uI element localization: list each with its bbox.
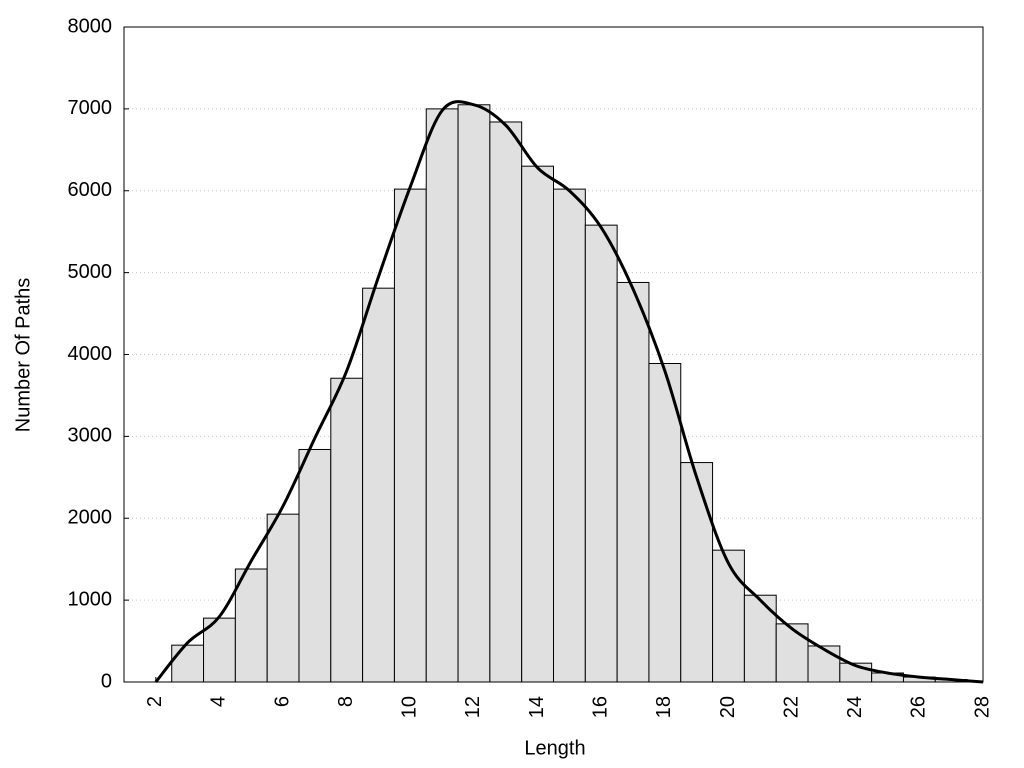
x-tick-label: 28	[971, 696, 993, 718]
y-tick-label: 5000	[68, 261, 113, 283]
x-tick-label: 8	[335, 696, 357, 707]
x-axis-label: Length	[524, 737, 585, 759]
bar	[171, 644, 205, 683]
bar	[584, 224, 618, 683]
x-tick-label: 10	[399, 696, 421, 718]
x-tick-label: 18	[653, 696, 675, 718]
bar	[362, 287, 395, 683]
y-tick-label: 2000	[68, 507, 113, 529]
bar	[234, 568, 268, 683]
bar	[616, 281, 650, 683]
density-line	[154, 100, 984, 684]
plot-frame	[123, 26, 984, 683]
y-tick-label: 4000	[68, 343, 113, 365]
y-tick-label: 6000	[68, 179, 113, 201]
bar	[807, 645, 841, 683]
x-tick-label: 2	[144, 696, 166, 707]
bar	[648, 363, 682, 683]
y-tick-label: 3000	[68, 425, 113, 447]
x-tick-label: 12	[462, 696, 484, 718]
bar	[489, 121, 523, 683]
x-tick-label: 4	[208, 696, 230, 707]
x-tick-label: 24	[844, 696, 866, 718]
bar	[553, 188, 586, 683]
bar	[298, 448, 332, 683]
bar	[203, 617, 236, 683]
y-axis-label: Number Of Paths	[12, 278, 34, 433]
x-tick-label: 16	[590, 696, 612, 718]
bar	[521, 165, 554, 683]
x-tick-label: 14	[526, 696, 548, 718]
x-tick-label: 20	[717, 696, 739, 718]
bar	[457, 104, 491, 683]
x-tick-label: 6	[271, 696, 293, 707]
x-tick-label: 26	[908, 696, 930, 718]
y-tick-label: 7000	[68, 97, 113, 119]
y-tick-label: 1000	[68, 588, 113, 610]
bar	[680, 462, 714, 683]
y-tick-label: 8000	[68, 15, 113, 37]
bar	[775, 623, 809, 683]
bar	[393, 188, 427, 683]
bar	[712, 549, 745, 683]
bar	[266, 513, 300, 683]
bar	[743, 594, 777, 683]
y-tick-label: 0	[101, 670, 112, 692]
bar	[425, 108, 459, 683]
x-tick-label: 22	[780, 696, 802, 718]
bar	[330, 377, 364, 683]
